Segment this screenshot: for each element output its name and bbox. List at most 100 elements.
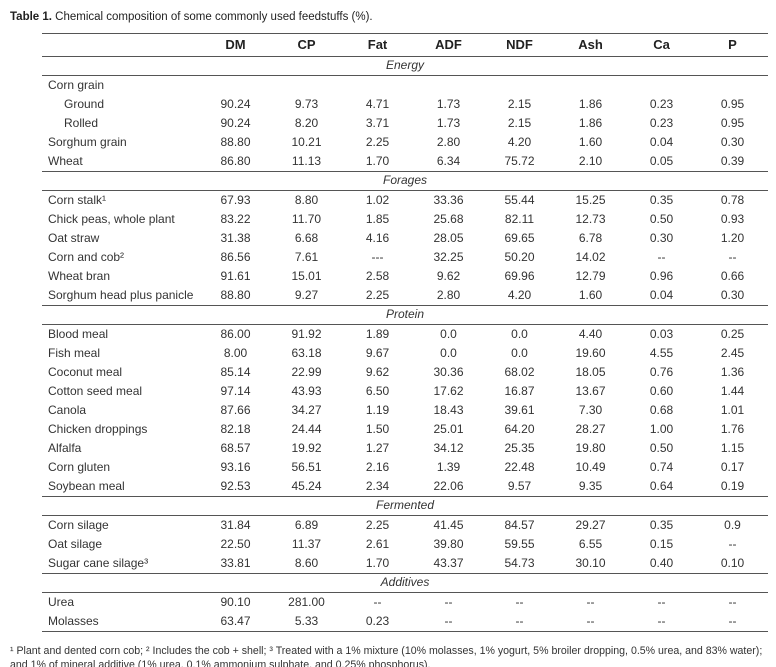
value-cell: 30.36 — [433, 365, 464, 379]
value-cell: 6.50 — [365, 384, 390, 398]
value-cell: 0.60 — [649, 384, 674, 398]
value-cell: 55.44 — [504, 193, 535, 207]
column-header: Ash — [555, 33, 626, 57]
value-cell: 93.16 — [220, 460, 251, 474]
value-cell: 8.20 — [294, 116, 319, 130]
value-cell: 4.20 — [507, 135, 532, 149]
section-row: Protein — [42, 305, 768, 325]
value-cell: 6.68 — [294, 231, 319, 245]
value-cell: 1.73 — [436, 97, 461, 111]
value-cell: 30.10 — [575, 556, 606, 570]
value-cell: 1.85 — [365, 212, 390, 226]
value-cell: 2.25 — [365, 518, 390, 532]
value-cell: 1.60 — [578, 135, 603, 149]
value-cell: 2.25 — [365, 288, 390, 302]
value-cell: 82.18 — [220, 422, 251, 436]
value-cell: 33.81 — [220, 556, 251, 570]
value-cell: 7.61 — [294, 250, 319, 264]
table-row: Urea 90.10 281.00 -- -- -- -- -- -- — [42, 593, 768, 613]
value-cell: 83.22 — [220, 212, 251, 226]
value-cell: 0.74 — [649, 460, 674, 474]
value-cell: 0.39 — [720, 154, 745, 168]
value-cell: 0.04 — [649, 288, 674, 302]
value-cell: 0.19 — [720, 479, 745, 493]
value-cell: 0.30 — [720, 135, 745, 149]
table-row: Coconut meal 85.14 22.99 9.62 30.36 68.02 18.0… — [42, 363, 768, 382]
value-cell: 1.36 — [720, 365, 745, 379]
value-cell: -- — [444, 595, 453, 609]
value-cell — [342, 76, 413, 96]
value-cell: 1.89 — [365, 327, 390, 341]
value-cell: 0.96 — [649, 269, 674, 283]
value-cell: 31.38 — [220, 231, 251, 245]
value-cell — [697, 76, 768, 96]
value-cell: -- — [626, 612, 697, 632]
value-cell: 8.60 — [294, 556, 319, 570]
value-cell: 69.96 — [504, 269, 535, 283]
value-cell: 12.79 — [575, 269, 606, 283]
value-cell: 0.50 — [649, 441, 674, 455]
value-cell: 25.68 — [433, 212, 464, 226]
value-cell: 0.10 — [720, 556, 745, 570]
table-row: Chick peas, whole plant 83.22 11.70 1.85 25.… — [42, 210, 768, 229]
value-cell: 0.76 — [649, 365, 674, 379]
table-row: Sorghum grain 88.80 10.21 2.25 2.80 4.20 1.60 0… — [42, 133, 768, 152]
value-cell: 0.30 — [649, 231, 674, 245]
value-cell: 0.17 — [720, 460, 745, 474]
value-cell — [555, 76, 626, 96]
column-header: Fat — [342, 33, 413, 57]
value-cell: 0.30 — [720, 288, 745, 302]
value-cell: 25.01 — [433, 422, 464, 436]
row-label: Oat straw — [48, 231, 100, 245]
value-cell: 84.57 — [504, 518, 535, 532]
value-cell: 6.34 — [436, 154, 461, 168]
value-cell: 10.49 — [575, 460, 606, 474]
value-cell: 9.62 — [436, 269, 461, 283]
value-cell: 63.47 — [200, 612, 271, 632]
value-cell: -- — [413, 612, 484, 632]
value-cell: 0.0 — [511, 327, 528, 341]
value-cell: 90.24 — [220, 116, 251, 130]
row-label: Blood meal — [48, 327, 109, 341]
row-label: Corn silage — [48, 518, 109, 532]
value-cell: 16.87 — [504, 384, 535, 398]
value-cell: 1.50 — [365, 422, 390, 436]
value-cell: 1.73 — [436, 116, 461, 130]
value-cell: -- — [373, 595, 382, 609]
column-header: DM — [200, 33, 271, 57]
row-label: Corn stalk¹ — [48, 193, 107, 207]
value-cell: 0.35 — [649, 518, 674, 532]
table-caption-text: Chemical composition of some commonly us… — [51, 11, 373, 23]
table-row: Oat silage 22.50 11.37 2.61 39.80 59.55 6.55 0.… — [42, 535, 768, 554]
value-cell: -- — [586, 595, 595, 609]
value-cell: 68.57 — [220, 441, 251, 455]
value-cell: 8.00 — [223, 346, 248, 360]
value-cell: 1.20 — [720, 231, 745, 245]
value-cell: 4.20 — [507, 288, 532, 302]
row-label: Canola — [48, 403, 87, 417]
value-cell: 43.37 — [433, 556, 464, 570]
table-row: Ground 90.24 9.73 4.71 1.73 2.15 1.86 0.23 0.95 — [42, 95, 768, 114]
section-label: Forages — [42, 171, 768, 191]
value-cell: 2.15 — [507, 97, 532, 111]
value-cell: 9.67 — [365, 346, 390, 360]
value-cell: 59.55 — [504, 537, 535, 551]
column-header: P — [697, 33, 768, 57]
value-cell: 39.61 — [504, 403, 535, 417]
value-cell: 0.93 — [720, 212, 745, 226]
value-cell: 6.55 — [578, 537, 603, 551]
value-cell: 6.78 — [578, 231, 603, 245]
value-cell: 10.21 — [291, 135, 322, 149]
table-row: Oat straw 31.38 6.68 4.16 28.05 69.65 6.78 0.30… — [42, 229, 768, 248]
table-row: Sugar cane silage³ 33.81 8.60 1.70 43.37 54.7… — [42, 554, 768, 574]
table-row: Canola 87.66 34.27 1.19 18.43 39.61 7.30 0.68 1.… — [42, 401, 768, 420]
table-row: Corn gluten 93.16 56.51 2.16 1.39 22.48 10.49 0… — [42, 458, 768, 477]
value-cell: 92.53 — [220, 479, 251, 493]
row-label: Coconut meal — [48, 365, 123, 379]
value-cell: 91.92 — [291, 327, 322, 341]
value-cell: 0.68 — [649, 403, 674, 417]
column-header: CP — [271, 33, 342, 57]
row-label: Corn and cob² — [48, 250, 125, 264]
row-label: Corn gluten — [48, 460, 111, 474]
value-cell: 18.43 — [433, 403, 464, 417]
